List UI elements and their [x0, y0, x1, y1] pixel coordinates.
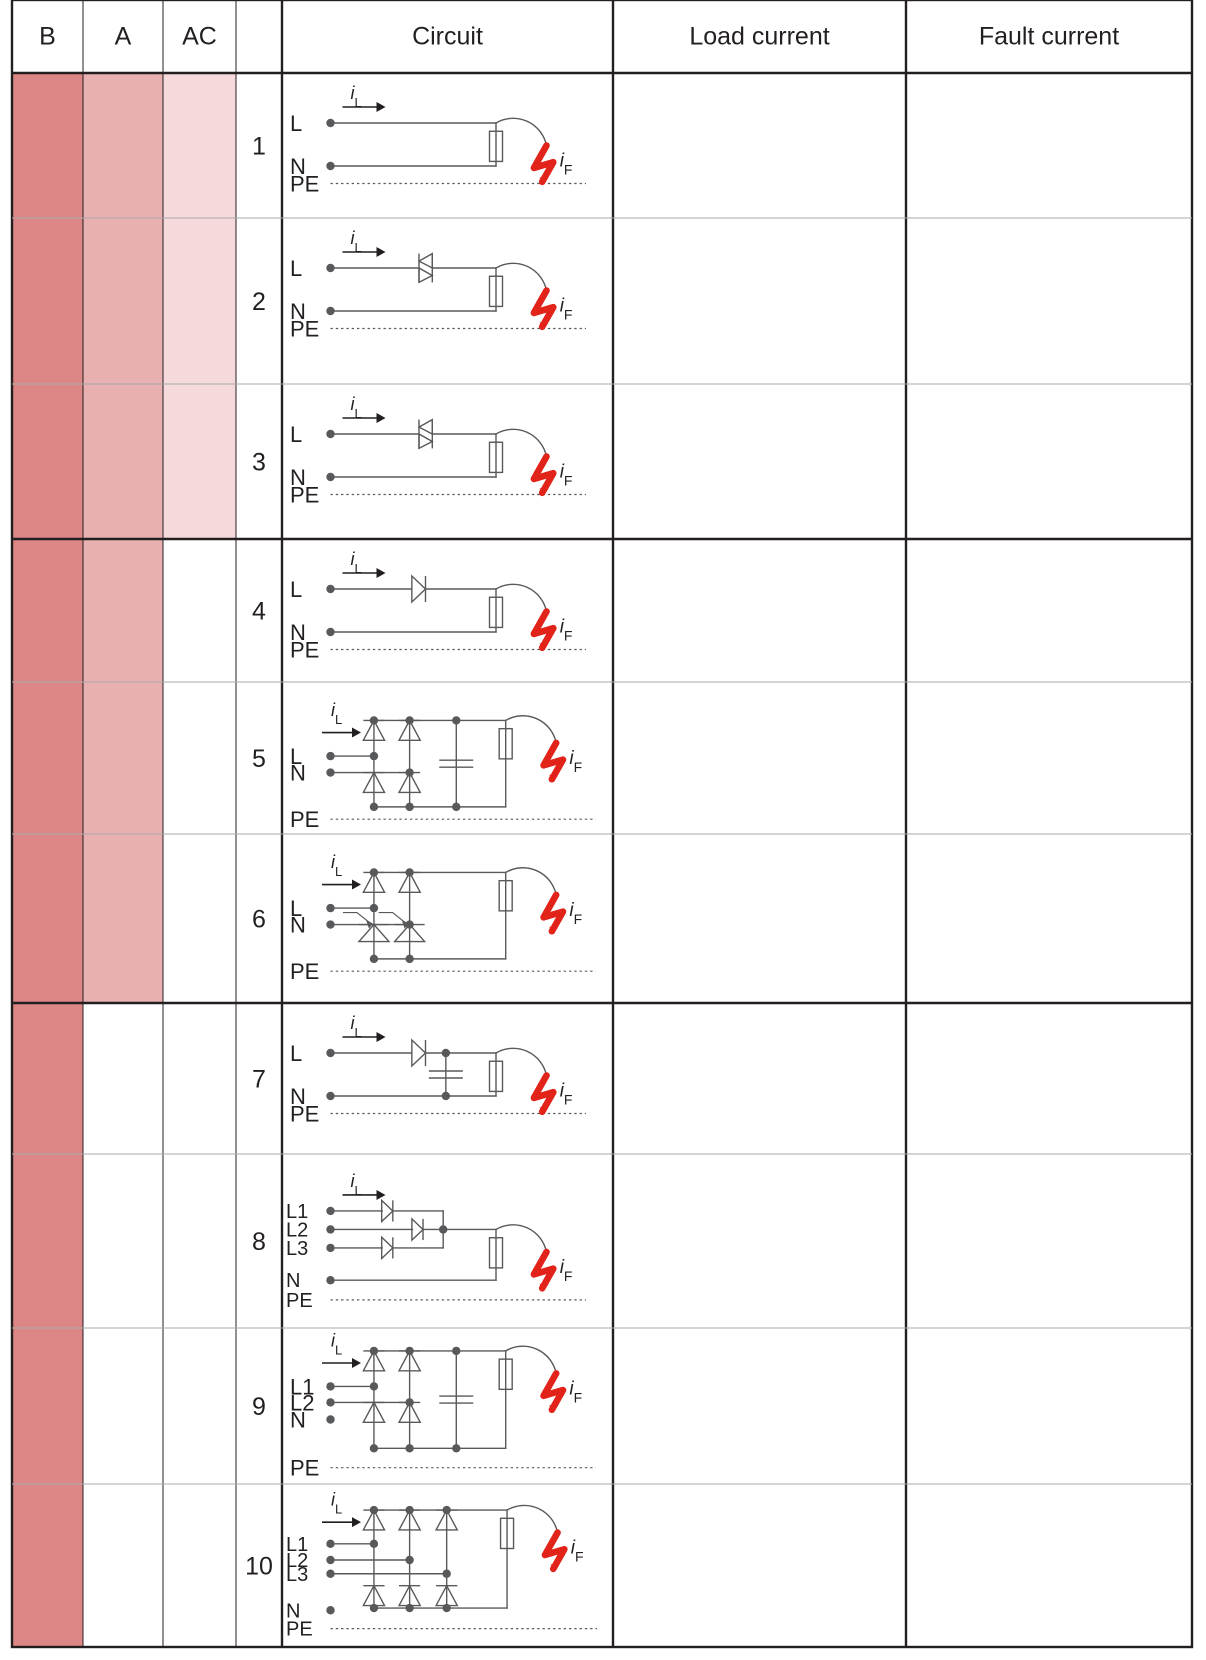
svg-text:5: 5: [252, 745, 266, 773]
svg-text:PE: PE: [290, 483, 319, 508]
svg-text:N: N: [290, 1408, 306, 1433]
svg-text:N: N: [290, 913, 306, 938]
svg-text:4: 4: [252, 598, 266, 626]
svg-text:9: 9: [252, 1393, 266, 1421]
svg-text:AC: AC: [182, 23, 217, 51]
svg-text:PE: PE: [290, 1102, 319, 1127]
svg-text:PE: PE: [290, 317, 319, 342]
svg-text:A: A: [115, 23, 132, 51]
svg-text:PE: PE: [290, 172, 319, 197]
svg-text:PE: PE: [290, 638, 319, 663]
svg-text:8: 8: [252, 1228, 266, 1256]
svg-text:PE: PE: [290, 959, 319, 984]
svg-text:L: L: [290, 111, 302, 136]
svg-text:L: L: [290, 422, 302, 447]
svg-text:6: 6: [252, 906, 266, 934]
svg-text:L3: L3: [286, 1238, 308, 1260]
svg-text:PE: PE: [286, 1619, 313, 1641]
svg-text:PE: PE: [286, 1290, 313, 1312]
svg-text:7: 7: [252, 1066, 266, 1094]
svg-text:B: B: [39, 23, 56, 51]
svg-text:L: L: [290, 577, 302, 602]
svg-text:3: 3: [252, 449, 266, 477]
svg-text:N: N: [290, 761, 306, 786]
svg-text:10: 10: [245, 1553, 273, 1581]
svg-text:L: L: [290, 256, 302, 281]
svg-text:Fault current: Fault current: [979, 23, 1119, 51]
svg-text:2: 2: [252, 288, 266, 316]
svg-text:L: L: [290, 1041, 302, 1066]
svg-text:Circuit: Circuit: [412, 23, 483, 51]
svg-text:Load current: Load current: [689, 23, 829, 51]
svg-text:PE: PE: [290, 1456, 319, 1481]
svg-text:PE: PE: [290, 807, 319, 832]
svg-text:1: 1: [252, 133, 266, 161]
svg-text:L3: L3: [286, 1564, 308, 1586]
